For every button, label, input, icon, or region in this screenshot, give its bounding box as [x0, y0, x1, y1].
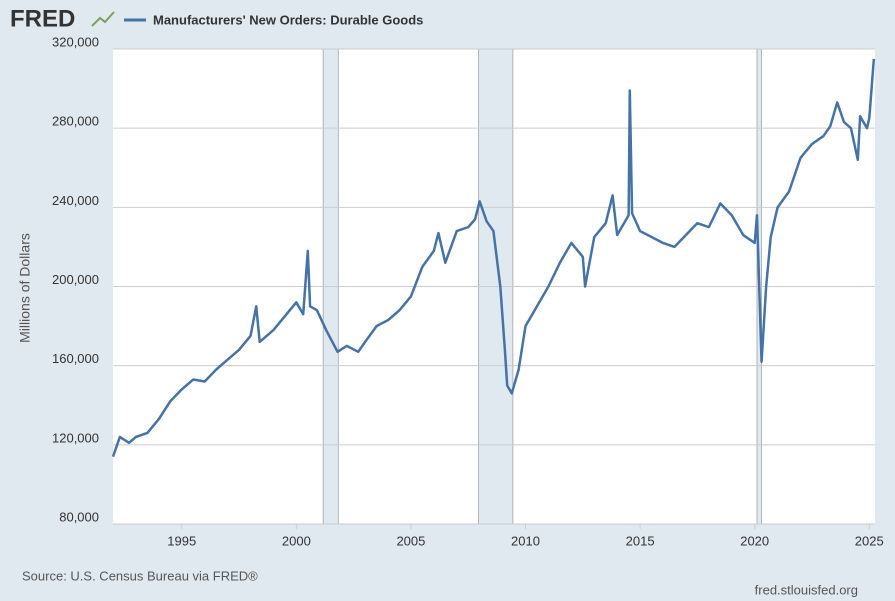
x-tick-label: 2005 — [396, 533, 425, 548]
x-tick-label: 1995 — [167, 533, 196, 548]
y-tick-label: 160,000 — [52, 351, 99, 366]
site: fred.stlouisfed.org — [755, 582, 858, 597]
y-axis-label: Millions of Dollars — [17, 233, 33, 343]
y-tick-label: 120,000 — [52, 430, 99, 445]
y-tick-label: 80,000 — [59, 509, 99, 524]
x-tick-label: 2015 — [626, 533, 655, 548]
x-tick-label: 2020 — [740, 533, 769, 548]
y-tick-label: 240,000 — [52, 193, 99, 208]
source: Source: U.S. Census Bureau via FRED® — [22, 568, 258, 583]
legend-label: Manufacturers' New Orders: Durable Goods — [153, 12, 423, 27]
y-tick-label: 320,000 — [52, 34, 99, 49]
series-line — [111, 58, 876, 458]
x-tick-label: 2000 — [282, 533, 311, 548]
y-tick-label: 280,000 — [52, 114, 99, 129]
logo-icon — [91, 11, 115, 27]
logo: FRED — [10, 5, 75, 32]
y-tick-label: 200,000 — [52, 272, 99, 287]
x-tick-label: 2010 — [511, 533, 540, 548]
x-tick-label: 2025 — [855, 533, 884, 548]
